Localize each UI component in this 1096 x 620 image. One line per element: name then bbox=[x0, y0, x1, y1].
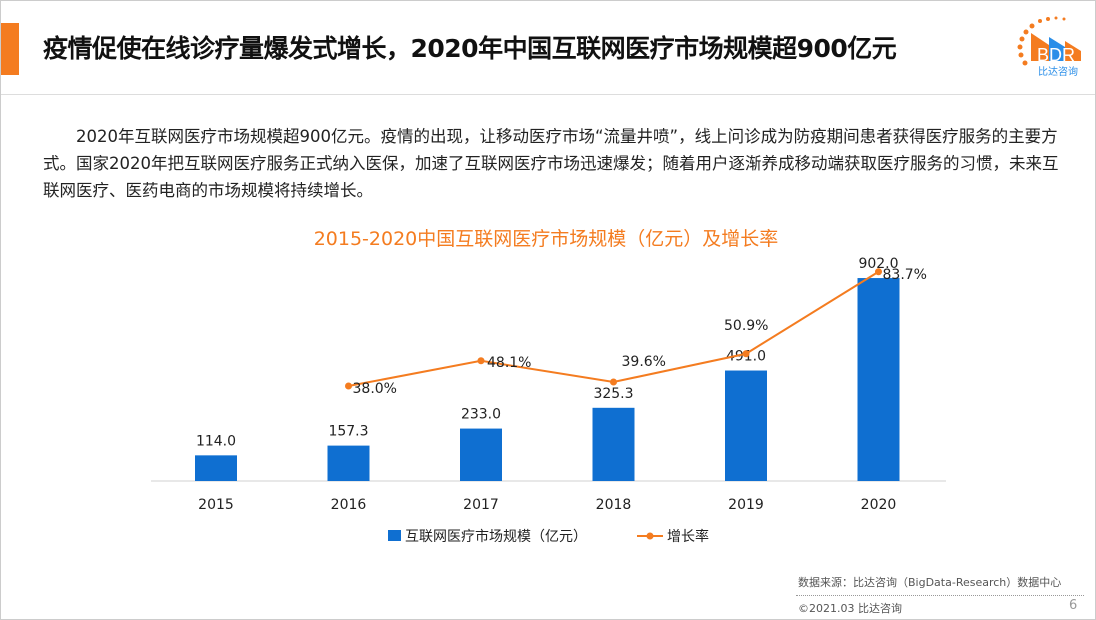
growth-point-2019 bbox=[742, 350, 750, 358]
page-number: 6 bbox=[1069, 598, 1078, 613]
growth-label-2020: 83.7% bbox=[883, 267, 927, 283]
bar-label-2016: 157.3 bbox=[328, 424, 368, 440]
bar-label-2020: 902.0 bbox=[858, 256, 898, 272]
growth-label-2018: 39.6% bbox=[622, 354, 666, 370]
page-title: 疫情促使在线诊疗量爆发式增长，2020年中国互联网医疗市场规模超900亿元 bbox=[43, 34, 897, 63]
legend-line-label: 增长率 bbox=[667, 528, 709, 545]
legend-line-marker bbox=[646, 532, 654, 540]
growth-point-2018 bbox=[610, 378, 617, 386]
growth-label-2019: 50.9% bbox=[724, 318, 768, 334]
title-accent-bar bbox=[1, 23, 19, 75]
growth-point-2016 bbox=[345, 382, 352, 390]
growth-point-2017 bbox=[477, 357, 485, 365]
x-tick-2020: 2020 bbox=[861, 497, 897, 513]
growth-line bbox=[348, 270, 880, 387]
x-tick-2018: 2018 bbox=[596, 497, 632, 513]
growth-label-2016: 38.0% bbox=[353, 381, 397, 397]
legend-bar-swatch bbox=[388, 530, 401, 541]
chart-title: 2015-2020中国互联网医疗市场规模（亿元）及增长率 bbox=[314, 228, 779, 250]
legend: 互联网医疗市场规模（亿元） 增长率 bbox=[388, 528, 709, 545]
svg-text:BDR: BDR bbox=[1037, 45, 1075, 65]
growth-label-2017: 48.1% bbox=[487, 355, 531, 371]
bar-label-2015: 114.0 bbox=[196, 433, 236, 449]
x-tick-2015: 2015 bbox=[198, 497, 234, 513]
bar-2017 bbox=[460, 428, 502, 481]
footer-divider bbox=[796, 595, 1084, 596]
bar-2015 bbox=[195, 455, 237, 481]
x-tick-2016: 2016 bbox=[331, 497, 367, 513]
bdr-logo: BDR 比达咨询 bbox=[1017, 16, 1081, 78]
svg-text:比达咨询: 比达咨询 bbox=[1038, 65, 1078, 78]
x-tick-2017: 2017 bbox=[463, 497, 499, 513]
data-source: 数据来源：比达咨询（BigData-Research）数据中心 bbox=[798, 576, 1062, 589]
bar-label-2018: 325.3 bbox=[593, 386, 633, 402]
copyright: ©2021.03 比达咨询 bbox=[798, 602, 902, 615]
bar-2018 bbox=[592, 407, 635, 481]
x-tick-2019: 2019 bbox=[728, 497, 764, 513]
bar-2019 bbox=[725, 370, 767, 481]
growth-point-2020 bbox=[875, 268, 882, 276]
intro-paragraph: 2020年互联网医疗市场规模超900亿元。疫情的出现，让移动医疗市场“流量井喷”… bbox=[43, 127, 1059, 200]
bar-2016 bbox=[327, 445, 370, 481]
legend-bar-label: 互联网医疗市场规模（亿元） bbox=[405, 528, 587, 545]
header-divider bbox=[1, 94, 1095, 95]
bar-2020 bbox=[857, 278, 900, 481]
bar-label-2017: 233.0 bbox=[461, 407, 501, 423]
